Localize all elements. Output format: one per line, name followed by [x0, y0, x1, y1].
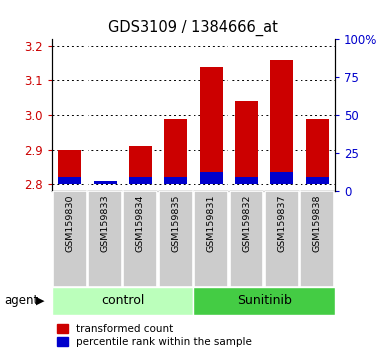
- Bar: [53, 191, 87, 287]
- Bar: [306, 119, 329, 184]
- Text: GSM159831: GSM159831: [207, 194, 216, 252]
- Text: GSM159833: GSM159833: [100, 194, 110, 252]
- Text: GSM159830: GSM159830: [65, 194, 74, 252]
- Text: GSM159837: GSM159837: [277, 194, 286, 252]
- Bar: [124, 191, 157, 287]
- Text: GSM159835: GSM159835: [171, 194, 180, 252]
- Bar: [94, 181, 117, 184]
- Text: control: control: [101, 295, 144, 307]
- Bar: [270, 172, 293, 184]
- Bar: [194, 191, 228, 287]
- Text: GSM159838: GSM159838: [313, 194, 322, 252]
- Bar: [300, 191, 334, 287]
- Bar: [200, 67, 223, 184]
- Bar: [270, 60, 293, 184]
- Bar: [306, 177, 329, 184]
- Bar: [129, 146, 152, 184]
- Bar: [235, 101, 258, 184]
- Text: ▶: ▶: [36, 296, 45, 306]
- Text: GDS3109 / 1384666_at: GDS3109 / 1384666_at: [107, 19, 278, 36]
- Bar: [164, 177, 187, 184]
- Bar: [265, 191, 299, 287]
- Bar: [159, 191, 193, 287]
- Bar: [229, 191, 263, 287]
- Text: agent: agent: [4, 295, 38, 307]
- Bar: [164, 119, 187, 184]
- Bar: [193, 287, 335, 315]
- Bar: [88, 191, 122, 287]
- Text: GSM159834: GSM159834: [136, 194, 145, 252]
- Bar: [58, 150, 81, 184]
- Text: GSM159832: GSM159832: [242, 194, 251, 252]
- Text: Sunitinib: Sunitinib: [237, 295, 292, 307]
- Legend: transformed count, percentile rank within the sample: transformed count, percentile rank withi…: [57, 324, 252, 347]
- Bar: [129, 177, 152, 184]
- Bar: [52, 287, 193, 315]
- Bar: [235, 177, 258, 184]
- Bar: [58, 177, 81, 184]
- Bar: [200, 172, 223, 184]
